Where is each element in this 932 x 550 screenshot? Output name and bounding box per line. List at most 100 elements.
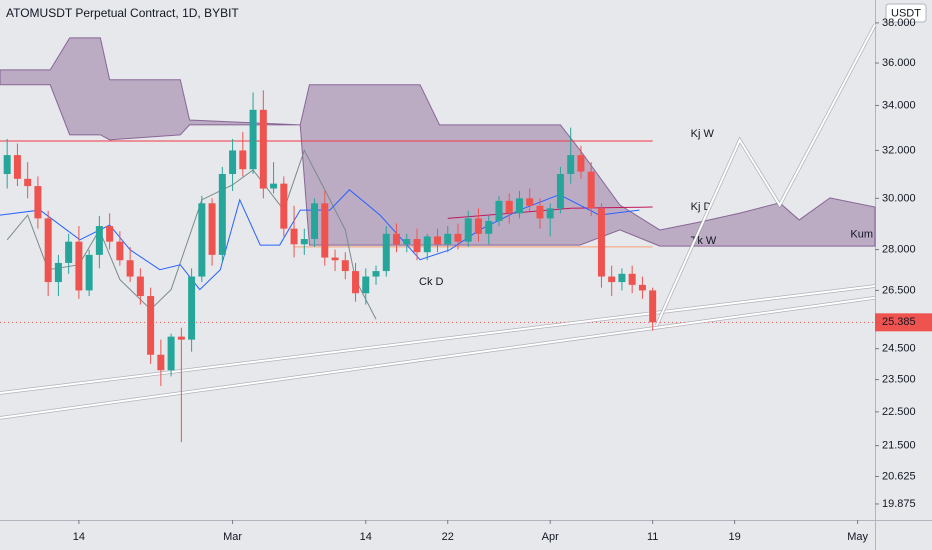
candle-body: [413, 239, 421, 253]
cloud-label: Kum: [850, 228, 873, 240]
candle-body: [474, 218, 482, 234]
candle-body: [587, 171, 595, 209]
candle-body: [393, 233, 401, 245]
candle-body: [352, 271, 360, 294]
candle-body: [229, 150, 237, 175]
candle-body: [198, 203, 206, 277]
candle-body: [372, 271, 380, 277]
x-tick-label: 22: [442, 531, 454, 543]
y-tick-label: 23.500: [882, 374, 916, 386]
y-tick-label: 38.000: [882, 17, 916, 29]
candle-body: [65, 241, 73, 263]
line: [0, 296, 876, 419]
candle-body: [249, 109, 257, 170]
candle-body: [515, 198, 523, 214]
candle-body: [403, 239, 411, 245]
candle-body: [382, 233, 390, 272]
candle-body: [649, 290, 657, 323]
candle-body: [567, 155, 575, 175]
candle-body: [75, 241, 83, 291]
candle-body: [106, 226, 114, 242]
y-unit: USDT: [891, 7, 921, 19]
x-tick-label: Mar: [223, 531, 242, 543]
y-tick-label: 32.000: [882, 144, 916, 156]
x-tick-label: 14: [73, 531, 85, 543]
candle-body: [167, 336, 175, 371]
x-tick-label: May: [847, 531, 868, 543]
candle-body: [434, 236, 441, 245]
candle-body: [608, 276, 616, 283]
last-price-label: 25.385: [882, 316, 916, 328]
candle-body: [556, 174, 564, 209]
candle-body: [341, 260, 349, 272]
candle-body: [280, 183, 288, 229]
candle-body: [290, 228, 298, 245]
candle-body: [331, 257, 339, 261]
candle-body: [116, 241, 124, 261]
candle-body: [218, 174, 226, 255]
candle-body: [597, 208, 605, 277]
candle-body: [628, 273, 636, 285]
candle-body: [147, 296, 155, 355]
line: [655, 24, 876, 326]
candle-body: [270, 183, 278, 189]
candle-body: [464, 218, 472, 242]
candle-body: [188, 276, 196, 340]
candle-body: [618, 273, 626, 283]
candle-body: [536, 205, 544, 219]
line: [447, 206, 653, 219]
y-tick-label: 34.000: [882, 99, 916, 111]
y-tick-label: 19.875: [882, 498, 916, 510]
candle-body: [423, 236, 431, 253]
line: [0, 189, 640, 291]
candle-body: [495, 200, 503, 221]
candle-body: [239, 150, 247, 170]
y-tick-label: 36.000: [882, 57, 916, 69]
y-tick-label: 30.000: [882, 192, 916, 204]
y-tick-label: 22.500: [882, 406, 916, 418]
candle-body: [300, 239, 308, 245]
candle-body: [259, 109, 267, 189]
candle-body: [321, 203, 329, 258]
candle-body: [13, 155, 21, 179]
x-tick-label: Apr: [542, 531, 559, 543]
candle-body: [54, 262, 62, 283]
candle-body: [34, 186, 42, 219]
line-label: Kj W: [691, 128, 715, 140]
x-tick-label: 14: [360, 531, 372, 543]
unit-box: [885, 3, 927, 23]
cloud: [0, 37, 876, 247]
candle-body: [362, 276, 370, 294]
y-tick-label: 24.500: [882, 343, 916, 355]
candle-body: [177, 336, 185, 340]
candle-body: [444, 233, 452, 245]
last-price-box: [875, 313, 932, 332]
candle-body: [485, 220, 493, 234]
x-tick-label: 11: [647, 531, 658, 543]
candle-body: [3, 155, 11, 175]
line-label: Kj D: [691, 201, 712, 213]
x-tick-label: 19: [729, 531, 741, 543]
candle-body: [85, 254, 93, 291]
y-tick-label: 26.500: [882, 284, 916, 296]
candle-body: [136, 276, 144, 297]
candle-body: [546, 208, 554, 219]
candle-body: [24, 178, 32, 187]
candle-body: [526, 198, 534, 206]
candle-body: [638, 284, 646, 291]
candle-body: [157, 354, 165, 371]
candle-body: [577, 155, 585, 172]
line: [0, 284, 876, 394]
candle-body: [44, 218, 52, 283]
candle-body: [311, 203, 319, 240]
candle-body: [126, 260, 134, 277]
y-tick-label: 28.000: [882, 243, 916, 255]
candle-body: [208, 203, 216, 255]
chart-title: ATOMUSDT Perpetual Contract, 1D, BYBIT: [6, 6, 239, 20]
candle-body: [95, 226, 103, 255]
candle-body: [505, 200, 513, 214]
candle-body: [454, 233, 462, 242]
y-tick-label: 20.625: [882, 470, 916, 482]
